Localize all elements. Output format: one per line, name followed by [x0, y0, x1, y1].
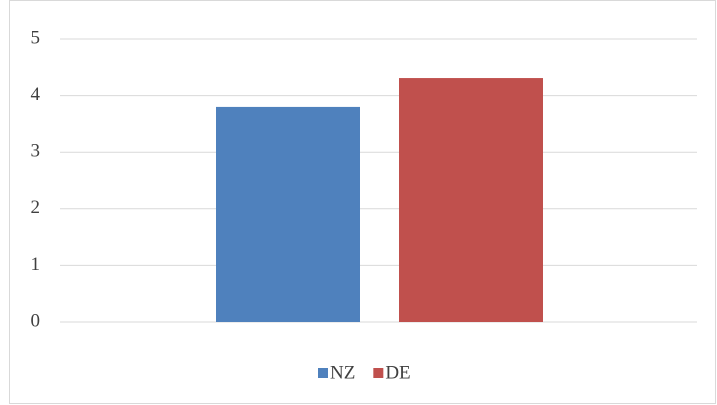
- y-tick-label: 3: [31, 141, 41, 162]
- y-tick-label: 1: [31, 254, 41, 275]
- chart-frame: [9, 0, 716, 404]
- bar: [399, 78, 543, 322]
- y-tick-label: 2: [31, 197, 41, 218]
- bar: [216, 106, 360, 322]
- legend-swatch: [318, 368, 328, 378]
- y-tick-label: 4: [31, 84, 41, 105]
- y-tick-label: 5: [31, 27, 41, 48]
- legend-label: DE: [385, 362, 410, 383]
- legend-label: NZ: [330, 362, 355, 383]
- legend-swatch: [373, 368, 384, 378]
- y-tick-label: 0: [31, 310, 41, 331]
